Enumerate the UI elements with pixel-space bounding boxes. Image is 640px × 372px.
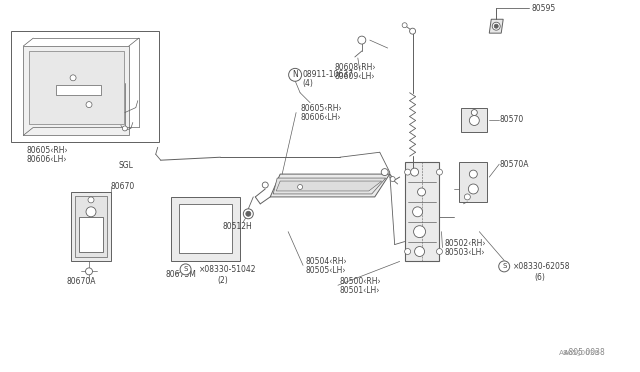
- Polygon shape: [56, 85, 101, 95]
- Circle shape: [246, 211, 251, 216]
- Circle shape: [70, 75, 76, 81]
- Circle shape: [411, 168, 419, 176]
- Circle shape: [289, 68, 301, 81]
- Text: 80608‹RH›: 80608‹RH›: [335, 63, 376, 73]
- Text: 80595: 80595: [531, 4, 556, 13]
- Circle shape: [469, 170, 477, 178]
- Text: N: N: [292, 70, 298, 79]
- Text: 80606‹LH›: 80606‹LH›: [300, 113, 340, 122]
- Circle shape: [499, 261, 509, 272]
- Polygon shape: [460, 162, 487, 202]
- Circle shape: [469, 116, 479, 125]
- Circle shape: [465, 194, 470, 200]
- Text: 80670: 80670: [111, 183, 135, 192]
- Text: ×08330-51042: ×08330-51042: [198, 265, 256, 274]
- Circle shape: [180, 264, 191, 275]
- Polygon shape: [179, 204, 232, 253]
- Circle shape: [86, 268, 93, 275]
- Circle shape: [358, 36, 366, 44]
- Text: (6): (6): [534, 273, 545, 282]
- Text: 80505‹LH›: 80505‹LH›: [305, 266, 346, 275]
- Bar: [12, 31, 159, 142]
- Polygon shape: [71, 192, 111, 262]
- Circle shape: [86, 207, 96, 217]
- Circle shape: [88, 197, 94, 203]
- Circle shape: [390, 177, 395, 182]
- Text: ᴀ805 0038: ᴀ805 0038: [564, 348, 605, 357]
- Circle shape: [122, 126, 127, 131]
- Polygon shape: [270, 174, 390, 197]
- Text: 80570A: 80570A: [499, 160, 529, 169]
- Circle shape: [471, 110, 477, 116]
- Circle shape: [262, 182, 268, 188]
- Text: 80605‹RH›: 80605‹RH›: [300, 104, 342, 113]
- Circle shape: [436, 169, 442, 175]
- Circle shape: [410, 28, 415, 34]
- Text: 80504‹RH›: 80504‹RH›: [305, 257, 347, 266]
- Bar: [79, 217, 103, 251]
- Text: 80503‹LH›: 80503‹LH›: [444, 248, 485, 257]
- Bar: [75, 196, 107, 257]
- Circle shape: [415, 247, 424, 256]
- Text: 08911-10637: 08911-10637: [302, 70, 353, 79]
- Circle shape: [404, 169, 411, 175]
- Circle shape: [468, 184, 478, 194]
- Polygon shape: [276, 181, 381, 191]
- Text: 80606‹LH›: 80606‹LH›: [26, 155, 67, 164]
- Polygon shape: [29, 51, 124, 125]
- Text: S: S: [502, 263, 506, 269]
- Text: 80609‹LH›: 80609‹LH›: [335, 72, 376, 81]
- Text: SGL: SGL: [119, 161, 134, 170]
- Polygon shape: [404, 162, 440, 262]
- Text: 80673M: 80673M: [166, 270, 196, 279]
- Text: 80570: 80570: [499, 115, 524, 124]
- Text: 80500‹RH›: 80500‹RH›: [340, 277, 381, 286]
- Text: 80605‹RH›: 80605‹RH›: [26, 146, 68, 155]
- Text: 80501‹LH›: 80501‹LH›: [340, 286, 380, 295]
- Circle shape: [381, 169, 388, 176]
- Circle shape: [494, 24, 498, 28]
- Circle shape: [492, 22, 500, 30]
- Text: ×08330-62058: ×08330-62058: [513, 262, 571, 271]
- Circle shape: [404, 248, 411, 254]
- Polygon shape: [461, 108, 487, 132]
- Circle shape: [413, 226, 426, 238]
- Text: 80670A: 80670A: [66, 277, 95, 286]
- Polygon shape: [273, 178, 386, 194]
- Circle shape: [298, 185, 303, 189]
- Polygon shape: [171, 197, 241, 262]
- Polygon shape: [489, 19, 503, 33]
- Text: S: S: [184, 266, 188, 272]
- Text: 80502‹RH›: 80502‹RH›: [444, 239, 486, 248]
- Circle shape: [417, 188, 426, 196]
- Circle shape: [413, 207, 422, 217]
- Circle shape: [182, 265, 189, 273]
- Circle shape: [243, 209, 253, 219]
- Text: 80512H: 80512H: [223, 222, 252, 231]
- Circle shape: [86, 102, 92, 108]
- Text: (2): (2): [218, 276, 228, 285]
- Polygon shape: [23, 46, 129, 135]
- Text: A805§0038: A805§0038: [559, 350, 600, 356]
- Circle shape: [436, 248, 442, 254]
- Text: (4): (4): [302, 79, 313, 88]
- Circle shape: [402, 23, 407, 28]
